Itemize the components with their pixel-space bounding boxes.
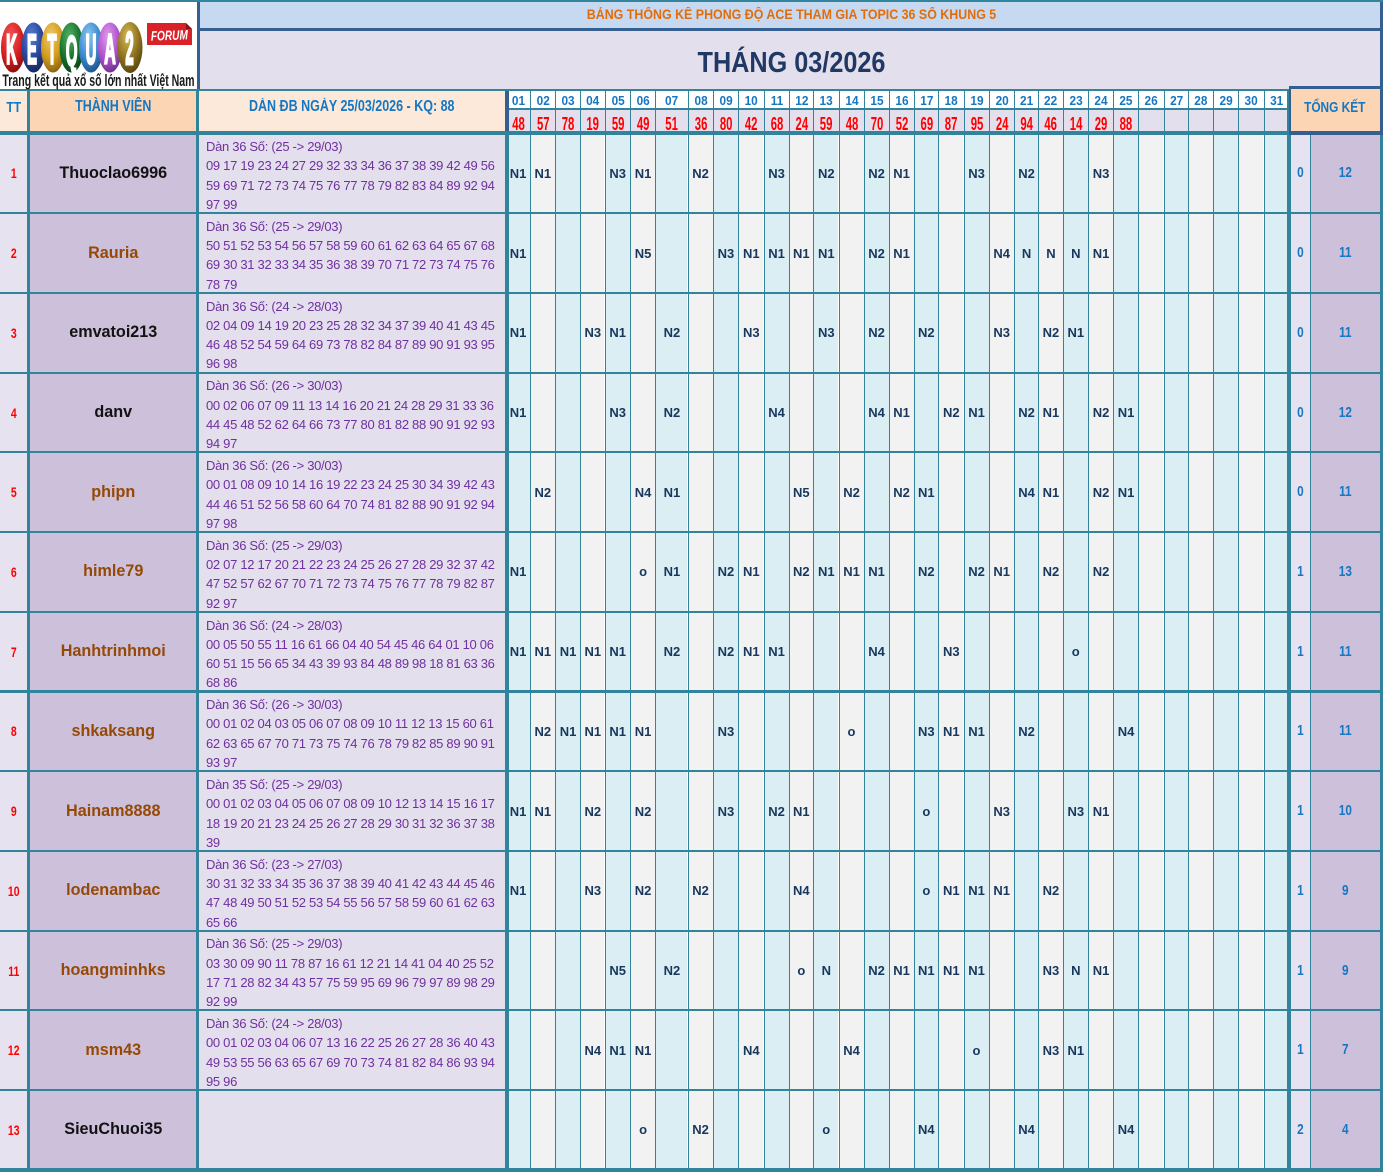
- svg-text:U: U: [86, 26, 97, 73]
- svg-text:T: T: [47, 26, 56, 73]
- svg-text:A: A: [104, 27, 115, 73]
- svg-text:FORUM: FORUM: [151, 27, 189, 43]
- svg-text:E: E: [27, 26, 37, 73]
- svg-text:2: 2: [125, 24, 133, 75]
- svg-text:Q: Q: [66, 28, 78, 75]
- svg-text:K: K: [6, 26, 17, 73]
